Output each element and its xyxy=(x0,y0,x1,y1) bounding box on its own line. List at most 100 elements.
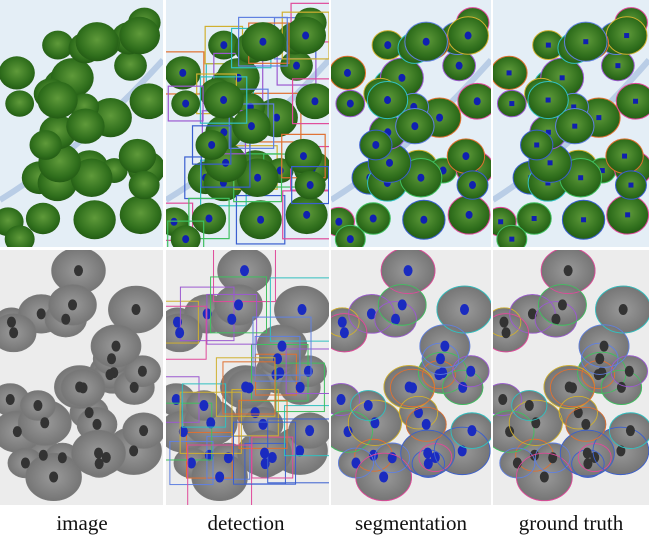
center-marker xyxy=(347,235,354,243)
nucleus xyxy=(9,327,18,338)
nucleus xyxy=(502,327,511,338)
leaf xyxy=(0,56,35,89)
center-marker xyxy=(624,33,629,38)
center-marker xyxy=(344,69,351,77)
nucleus xyxy=(49,471,58,482)
figure: image detection segmentation ground trut… xyxy=(0,0,649,546)
nucleus xyxy=(460,304,469,315)
leaf xyxy=(66,108,104,143)
nucleus xyxy=(423,448,432,459)
leaf xyxy=(119,17,160,54)
nucleus xyxy=(338,317,347,328)
nucleus xyxy=(129,445,138,456)
nucleus xyxy=(40,417,49,428)
nucleus xyxy=(112,341,121,352)
panel-cells xyxy=(153,240,334,509)
nucleus xyxy=(102,452,111,463)
nucleus xyxy=(458,445,467,456)
center-marker xyxy=(302,32,309,40)
nucleus xyxy=(525,400,534,411)
center-marker xyxy=(300,152,307,160)
nucleus xyxy=(558,299,567,310)
center-marker xyxy=(622,154,627,159)
center-marker xyxy=(386,159,393,167)
nucleus xyxy=(139,425,148,436)
nucleus xyxy=(21,457,30,468)
nucleus xyxy=(105,369,114,380)
center-marker xyxy=(546,43,551,48)
caption: segmentation xyxy=(355,511,467,535)
nucleus xyxy=(39,450,48,461)
nucleus xyxy=(295,445,304,456)
nucleus xyxy=(540,471,549,482)
leaf xyxy=(114,51,147,81)
center-marker xyxy=(335,218,342,226)
caption: ground truth xyxy=(519,511,624,535)
nucleus xyxy=(245,382,254,393)
page: image detection segmentation ground trut… xyxy=(0,0,649,546)
center-marker xyxy=(384,41,391,49)
center-marker xyxy=(469,181,476,189)
panel-plants xyxy=(155,0,337,257)
nucleus xyxy=(379,471,388,482)
nucleus xyxy=(340,327,349,338)
nucleus xyxy=(7,317,16,328)
nucleus xyxy=(513,457,522,468)
leaf xyxy=(73,200,115,239)
nucleus xyxy=(61,314,70,325)
nucleus xyxy=(564,265,573,276)
nucleus xyxy=(130,382,139,393)
center-marker xyxy=(420,216,427,224)
nucleus xyxy=(227,314,236,325)
nucleus xyxy=(305,425,314,436)
center-marker xyxy=(182,100,189,108)
nucleus xyxy=(404,265,413,276)
nucleus xyxy=(93,419,102,430)
panel-plants xyxy=(485,0,649,253)
caption: image xyxy=(56,511,107,535)
center-marker xyxy=(220,41,227,49)
center-marker xyxy=(465,32,472,40)
caption: detection xyxy=(208,511,285,535)
nucleus xyxy=(199,400,208,411)
center-marker xyxy=(372,141,379,149)
leaf xyxy=(5,225,35,253)
center-marker xyxy=(398,74,405,82)
nucleus xyxy=(273,353,282,364)
nucleus xyxy=(68,299,77,310)
nucleus xyxy=(364,400,373,411)
center-marker xyxy=(581,217,586,222)
center-marker xyxy=(307,181,314,189)
center-marker xyxy=(417,174,424,182)
leaf xyxy=(129,171,160,199)
leaf xyxy=(26,203,60,235)
panel-plants xyxy=(0,0,168,253)
leaf xyxy=(30,130,62,160)
nucleus xyxy=(37,308,46,319)
nucleus xyxy=(205,450,214,461)
center-marker xyxy=(220,96,227,104)
nucleus xyxy=(74,265,83,276)
center-marker xyxy=(423,38,430,46)
center-marker xyxy=(633,99,638,104)
nucleus xyxy=(259,419,268,430)
nucleus xyxy=(13,426,22,437)
center-marker xyxy=(205,214,212,222)
nucleus xyxy=(107,353,116,364)
nucleus xyxy=(568,382,577,393)
nucleus xyxy=(94,448,103,459)
nucleus xyxy=(422,419,431,430)
nucleus xyxy=(278,341,287,352)
center-marker xyxy=(572,124,577,129)
nucleus xyxy=(351,457,360,468)
nucleus xyxy=(240,265,249,276)
nucleus xyxy=(85,407,94,418)
nucleus xyxy=(583,448,592,459)
center-marker xyxy=(436,114,443,122)
nucleus xyxy=(175,327,184,338)
panel-cells xyxy=(484,248,649,505)
nucleus xyxy=(224,452,233,463)
leaf xyxy=(5,90,34,116)
nucleus xyxy=(268,452,277,463)
center-marker xyxy=(311,97,318,105)
